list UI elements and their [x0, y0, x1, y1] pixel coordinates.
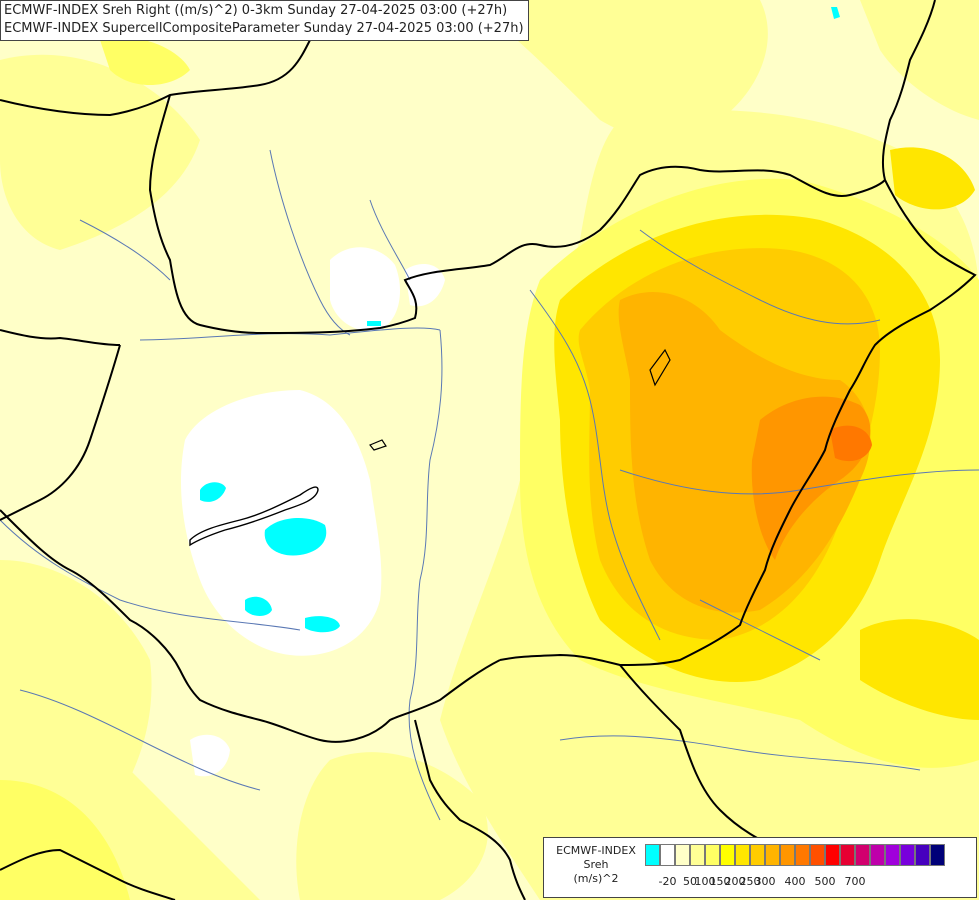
legend-name-line: Sreh — [583, 858, 609, 871]
legend-swatch — [915, 844, 930, 866]
legend-tick-label: 300 — [754, 875, 776, 888]
legend-swatch — [735, 844, 750, 866]
river-island-outline — [649, 348, 671, 387]
legend-swatch — [810, 844, 825, 866]
legend-swatch — [840, 844, 855, 866]
legend-swatch — [765, 844, 780, 866]
legend-swatch — [870, 844, 885, 866]
legend-tick-label: 200 — [724, 875, 746, 888]
title-line-scp: ECMWF-INDEX SupercellCompositeParameter … — [4, 21, 524, 36]
field-cyan — [200, 7, 840, 633]
legend-swatch — [645, 844, 660, 866]
legend-name-line: (m/s)^2 — [573, 872, 619, 885]
legend-name: ECMWF-INDEX Sreh (m/s)^2 — [548, 844, 644, 886]
legend-swatch — [675, 844, 690, 866]
rivers — [0, 149, 979, 821]
legend-swatch — [825, 844, 840, 866]
field-red-orange — [830, 425, 872, 462]
legend-swatch — [885, 844, 900, 866]
lake-outline — [189, 486, 319, 547]
legend-tick-label: 250 — [739, 875, 761, 888]
legend-swatch — [900, 844, 915, 866]
color-legend: ECMWF-INDEX Sreh (m/s)^2 -20 50 100 150 200 2… — [543, 837, 977, 898]
small-lake-outline — [369, 439, 387, 451]
legend-tick-label: 150 — [709, 875, 731, 888]
field-dark-orange — [618, 291, 871, 613]
legend-ticks: -20 50 100 150 200 250 300 400 500 700 — [645, 875, 975, 891]
legend-swatch — [660, 844, 675, 866]
legend-name-line: ECMWF-INDEX — [556, 844, 636, 857]
legend-tick-label: 500 — [814, 875, 836, 888]
legend-tick-label: 700 — [844, 875, 866, 888]
legend-tick-label: 400 — [784, 875, 806, 888]
legend-swatch — [690, 844, 705, 866]
legend-swatch — [855, 844, 870, 866]
legend-tick-label: 100 — [694, 875, 716, 888]
legend-swatch — [795, 844, 810, 866]
legend-tick-label: -20 — [658, 875, 677, 888]
legend-swatch — [720, 844, 735, 866]
legend-swatch — [780, 844, 795, 866]
legend-swatch — [750, 844, 765, 866]
map-title: ECMWF-INDEX Sreh Right ((m/s)^2) 0-3km S… — [0, 0, 529, 41]
legend-swatch — [930, 844, 945, 866]
legend-swatch — [705, 844, 720, 866]
legend-tick-label: 50 — [683, 875, 697, 888]
legend-swatches — [645, 844, 945, 866]
title-line-sreh: ECMWF-INDEX Sreh Right ((m/s)^2) 0-3km S… — [4, 3, 508, 18]
